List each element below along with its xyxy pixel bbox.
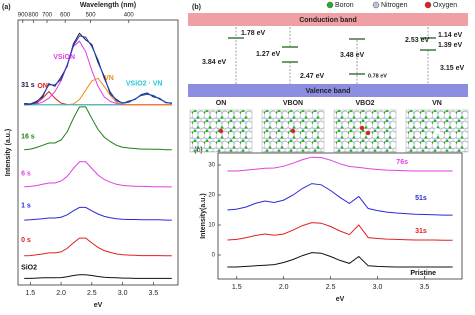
legend-label: Nitrogen — [381, 2, 408, 9]
x2-tick-label: 600 — [60, 13, 71, 19]
x2-tick-label: 800 — [28, 13, 39, 19]
x-tick-label: 1.5 — [25, 290, 35, 297]
spectrum-line — [24, 237, 172, 257]
spectrum-line — [24, 106, 172, 151]
x2-axis-label: Wavelength (nm) — [80, 2, 136, 9]
series-label: 31s — [415, 228, 427, 235]
spectrum-line — [227, 222, 453, 241]
y-tick-label: 30 — [208, 163, 215, 169]
series-label: VSiON — [53, 54, 75, 61]
energy-label: 2.47 eV — [300, 73, 324, 80]
oxygen-site — [359, 125, 365, 131]
x-tick-label: 3.0 — [118, 290, 128, 297]
x-tick-label: 3.5 — [149, 290, 159, 297]
series-label: 6 s — [21, 171, 31, 178]
series-label: 76s — [396, 159, 408, 166]
series-label: 16 s — [21, 133, 35, 140]
transition-lines — [235, 27, 429, 84]
x2-tick-label: 900 — [18, 13, 29, 19]
legend-swatch — [372, 1, 380, 9]
x-tick-label: 2.5 — [87, 290, 97, 297]
x2-tick-label: 500 — [86, 13, 97, 19]
spectrum-line — [24, 90, 172, 106]
spectrum-line — [24, 40, 172, 106]
x2-tick-label: 400 — [124, 13, 135, 19]
series-label: ON — [37, 83, 48, 90]
x-tick-label: 3.0 — [373, 284, 383, 291]
conduction-band — [188, 13, 468, 26]
x-tick-label: 1.5 — [232, 284, 242, 291]
defect-label: VBON — [283, 100, 303, 107]
defect-levels — [228, 37, 436, 75]
spectrum-line — [227, 183, 453, 216]
energy-label: 1.27 eV — [256, 51, 280, 58]
vacancy-site — [434, 128, 440, 134]
x2-tick-label: 700 — [42, 13, 53, 19]
spectrum-line — [24, 35, 172, 106]
defect-label: VBO2 — [355, 100, 374, 107]
series-label: Pristine — [410, 270, 436, 277]
energy-label: 1.78 eV — [241, 30, 265, 37]
series-label: SiO2 — [21, 265, 37, 272]
spectrum-line — [24, 32, 172, 105]
spectrum-line — [24, 274, 172, 279]
y-tick-label: 20 — [208, 193, 215, 199]
band-label: Conduction band — [299, 17, 357, 24]
energy-label: 3.15 eV — [440, 65, 464, 72]
energy-label: 0.78 eV — [368, 73, 387, 79]
band-label: Valence band — [306, 88, 351, 95]
spectrum-line — [227, 156, 453, 172]
x-tick-label: 3.5 — [420, 284, 430, 291]
lattices — [189, 109, 469, 153]
defect-label: VN — [432, 100, 442, 107]
energy-label: 1.14 eV — [438, 32, 462, 39]
series-label: VSiO2 · VN — [126, 80, 163, 87]
x-axis-label: eV — [336, 296, 345, 303]
series-label: 0 s — [21, 237, 31, 244]
legend-swatch — [424, 1, 432, 9]
x-axis-label: eV — [94, 302, 103, 309]
legend-label: Oxygen — [433, 2, 457, 9]
defect-label: ON — [216, 100, 227, 107]
y-tick-label: 10 — [208, 223, 215, 229]
spectrum-line — [24, 161, 172, 188]
spectrum-line — [24, 206, 172, 221]
y-axis-label: Intensity(a.u.) — [200, 193, 207, 239]
x-tick-label: 2.5 — [326, 284, 336, 291]
y-axis-label: Intensity (a.u.) — [5, 129, 12, 176]
series-label: VN — [104, 75, 114, 82]
panel-label: (b) — [192, 4, 201, 11]
y-tick-label: 0 — [212, 253, 216, 259]
x-tick-label: 2.0 — [56, 290, 66, 297]
energy-label: 1.39 eV — [438, 42, 462, 49]
spectrum-line — [227, 252, 453, 268]
valence-band — [188, 84, 468, 97]
plot-frame — [217, 152, 463, 280]
lattice — [333, 109, 397, 153]
oxygen-site — [218, 128, 224, 134]
legend-swatch — [326, 1, 334, 9]
energy-label: 3.84 eV — [202, 59, 226, 66]
series-label: 1 s — [21, 202, 31, 209]
series-label: 51s — [415, 195, 427, 202]
legend-label: Boron — [335, 2, 354, 9]
oxygen-site — [365, 130, 371, 136]
series-label: 31 s — [21, 82, 35, 89]
panel-label: (a) — [2, 4, 11, 11]
x-tick-label: 2.0 — [279, 284, 289, 291]
oxygen-site — [290, 128, 296, 134]
energy-label: 2.53 eV — [405, 37, 429, 44]
energy-label: 3.48 eV — [340, 52, 364, 59]
plot-frame — [17, 19, 179, 286]
